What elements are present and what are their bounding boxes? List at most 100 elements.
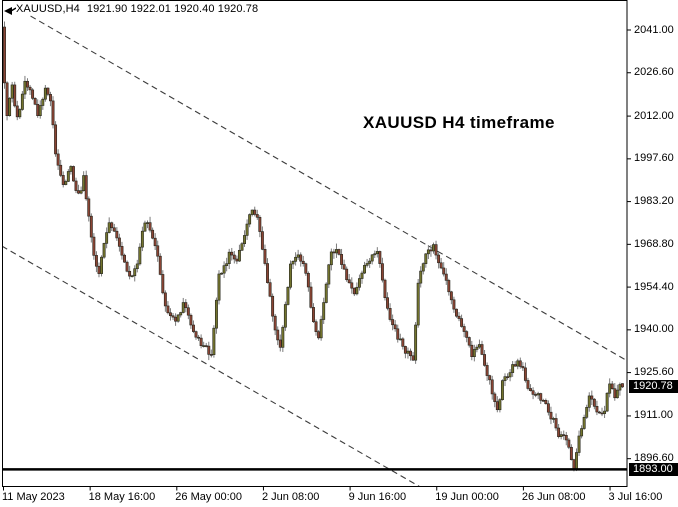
candle — [273, 313, 277, 336]
candle-body — [564, 435, 568, 441]
candle — [148, 216, 152, 233]
candle — [475, 344, 479, 353]
time-tick-label: 18 May 16:00 — [88, 491, 156, 503]
candle-body — [319, 319, 323, 339]
price-tick-label: 1925.60 — [634, 366, 674, 379]
candle — [483, 349, 487, 367]
candle — [549, 406, 553, 425]
candle-body — [552, 418, 555, 420]
candle — [516, 358, 520, 370]
candle-body — [61, 175, 65, 185]
candle — [64, 179, 68, 186]
candle — [452, 296, 456, 313]
channel-trendline-upper[interactable] — [30, 15, 630, 362]
candle — [283, 301, 287, 331]
candle — [146, 220, 149, 229]
candle — [577, 430, 581, 456]
candle-body — [467, 337, 471, 346]
candle — [324, 282, 328, 304]
candle — [15, 100, 19, 121]
plot-frame — [2, 0, 628, 487]
candle-body — [174, 316, 178, 322]
candle — [189, 313, 193, 329]
candle — [375, 247, 379, 258]
candle-body — [276, 329, 280, 341]
candle — [426, 245, 430, 260]
candle-body — [255, 214, 259, 218]
candle-body — [373, 253, 377, 256]
candle-body — [89, 215, 93, 238]
candle-body — [312, 307, 315, 323]
candle-body — [582, 416, 586, 429]
candle-body — [393, 324, 397, 330]
candle — [41, 97, 45, 110]
candle — [82, 171, 86, 192]
channel-trendline-lower[interactable] — [2, 245, 429, 492]
candle-body — [235, 258, 239, 262]
candle-body — [202, 345, 206, 347]
candle — [112, 223, 116, 232]
candle — [352, 287, 356, 297]
time-tick-label: 26 Jun 08:00 — [521, 491, 586, 503]
candle — [546, 400, 550, 416]
candle-body — [194, 331, 198, 338]
candle — [130, 274, 134, 278]
candle-body — [335, 249, 338, 254]
plot-area[interactable] — [2, 15, 630, 492]
candle — [506, 373, 509, 380]
candle-body — [590, 395, 594, 400]
candle-body — [531, 390, 535, 395]
candle-body — [534, 394, 538, 396]
candle-body — [309, 286, 313, 308]
candle — [289, 260, 292, 290]
price-axis[interactable]: 1920.78 1893.00 2041.00 2026.60 2012.00 199… — [628, 0, 678, 488]
candle-body — [580, 428, 584, 437]
candle — [406, 347, 410, 359]
candle — [575, 448, 578, 472]
candle-body — [577, 435, 581, 453]
time-axis[interactable]: 11 May 2023 18 May 16:00 26 May 00:00 2 Jun… — [0, 488, 678, 507]
candle-body — [82, 175, 86, 191]
candle — [181, 297, 185, 314]
candle — [225, 257, 229, 272]
candle-body — [250, 209, 254, 215]
candle — [350, 277, 354, 294]
candle-body — [587, 395, 591, 408]
candle-body — [8, 97, 12, 117]
candle-body — [567, 439, 571, 448]
candle — [237, 244, 241, 262]
candle-body — [3, 26, 6, 84]
candle-body — [41, 98, 45, 106]
candle-body — [546, 403, 550, 413]
candle — [370, 253, 374, 265]
candle-body — [495, 401, 499, 411]
candle-body — [388, 307, 392, 320]
candle — [306, 271, 310, 292]
candle — [365, 258, 369, 268]
candle-body — [54, 124, 58, 155]
candle — [508, 369, 512, 382]
candle-body — [475, 346, 479, 350]
candle — [327, 263, 331, 289]
candle — [378, 250, 382, 268]
candle — [569, 444, 573, 461]
candle — [5, 81, 9, 121]
candle — [449, 290, 453, 305]
candle — [171, 312, 175, 321]
candle-body — [569, 446, 573, 460]
candle-body — [281, 326, 285, 348]
candle-body — [278, 339, 282, 348]
candle-body — [49, 94, 52, 102]
candle-body — [158, 255, 162, 275]
candle — [10, 81, 14, 103]
candle-body — [317, 331, 321, 339]
candle-body — [204, 345, 208, 347]
candle — [23, 75, 27, 100]
candle-body — [240, 243, 244, 251]
candle-body — [268, 282, 272, 297]
candle-body — [424, 253, 428, 264]
candle — [107, 217, 111, 234]
candle-body — [342, 264, 346, 270]
candle-body — [329, 251, 333, 266]
